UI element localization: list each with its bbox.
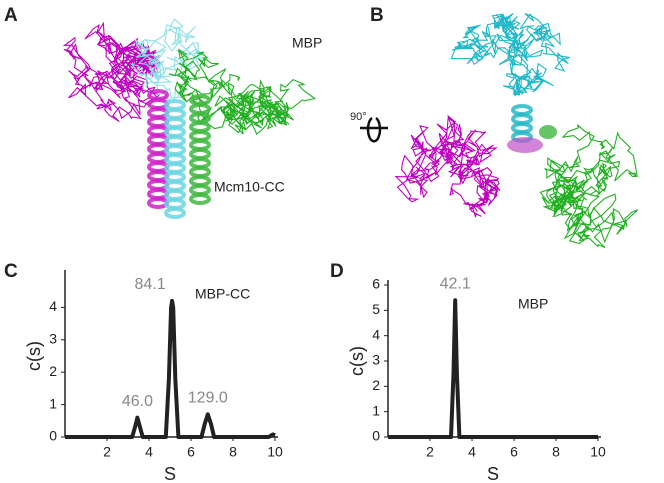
x-tick-label: 10 <box>267 444 283 460</box>
helix-top <box>539 125 557 139</box>
y-tick-label: 3 <box>49 331 57 347</box>
peak-annotation: 84.1 <box>135 276 166 293</box>
y-tick-label: 1 <box>49 395 57 411</box>
chart-label: MBP-CC <box>195 286 250 302</box>
x-tick-label: 10 <box>590 444 606 460</box>
panel-label: B <box>370 5 384 26</box>
structure-art <box>62 12 639 249</box>
y-tick-label: 4 <box>49 298 57 314</box>
structure-label: MBP <box>292 35 322 51</box>
helix-turn <box>189 157 211 169</box>
rotation-label: 90° <box>350 111 367 123</box>
panel-label: C <box>4 261 18 282</box>
y-tick-label: 2 <box>49 363 57 379</box>
data-line <box>65 298 276 439</box>
y-tick-label: 3 <box>372 352 380 368</box>
x-tick-label: 6 <box>510 444 518 460</box>
y-tick-label: 0 <box>372 428 380 444</box>
chart-label: MBP <box>518 296 548 312</box>
x-axis-label: S <box>164 464 176 483</box>
y-tick-label: 1 <box>372 402 380 418</box>
y-tick-label: 2 <box>372 377 380 393</box>
panel-label: D <box>330 261 344 282</box>
structure-label: Mcm10-CC <box>214 179 285 195</box>
y-tick-label: 4 <box>372 326 380 342</box>
peak-annotation: 46.0 <box>122 393 153 410</box>
helix-turn <box>189 121 211 133</box>
x-tick-label: 6 <box>187 444 195 460</box>
y-tick-label: 6 <box>372 276 380 292</box>
y-axis-label: c(s) <box>347 346 367 376</box>
y-tick-label: 5 <box>372 301 380 317</box>
protein-trace <box>62 21 163 122</box>
protein-trace <box>539 124 639 249</box>
helix-turn <box>511 113 533 125</box>
protein-trace <box>394 114 501 218</box>
y-tick-label: 0 <box>49 428 57 444</box>
x-tick-label: 8 <box>552 444 560 460</box>
x-tick-label: 4 <box>145 444 153 460</box>
rotation-arrow <box>360 116 388 143</box>
helix-turn <box>189 148 211 160</box>
helix-turn <box>511 122 533 134</box>
helix-turn <box>189 175 211 187</box>
x-axis-label: S <box>487 464 499 483</box>
helix-turn <box>511 104 533 116</box>
helix-turn <box>164 207 186 219</box>
helix-turn <box>189 139 211 151</box>
x-tick-label: 4 <box>468 444 476 460</box>
data-line <box>388 298 598 439</box>
protein-trace <box>168 48 317 135</box>
peak-annotation: 42.1 <box>440 275 471 292</box>
helix-turn <box>189 130 211 142</box>
x-tick-label: 2 <box>103 444 111 460</box>
helix-turn <box>189 193 211 205</box>
helix-turn <box>189 166 211 178</box>
x-tick-label: 2 <box>426 444 434 460</box>
y-axis-label: c(s) <box>24 341 44 371</box>
x-tick-label: 8 <box>229 444 237 460</box>
protein-trace <box>130 18 210 103</box>
helix-top <box>507 137 543 153</box>
helix-turn <box>189 184 211 196</box>
panel-label: A <box>4 5 18 26</box>
protein-trace <box>450 12 570 97</box>
peak-annotation: 129.0 <box>188 390 228 407</box>
